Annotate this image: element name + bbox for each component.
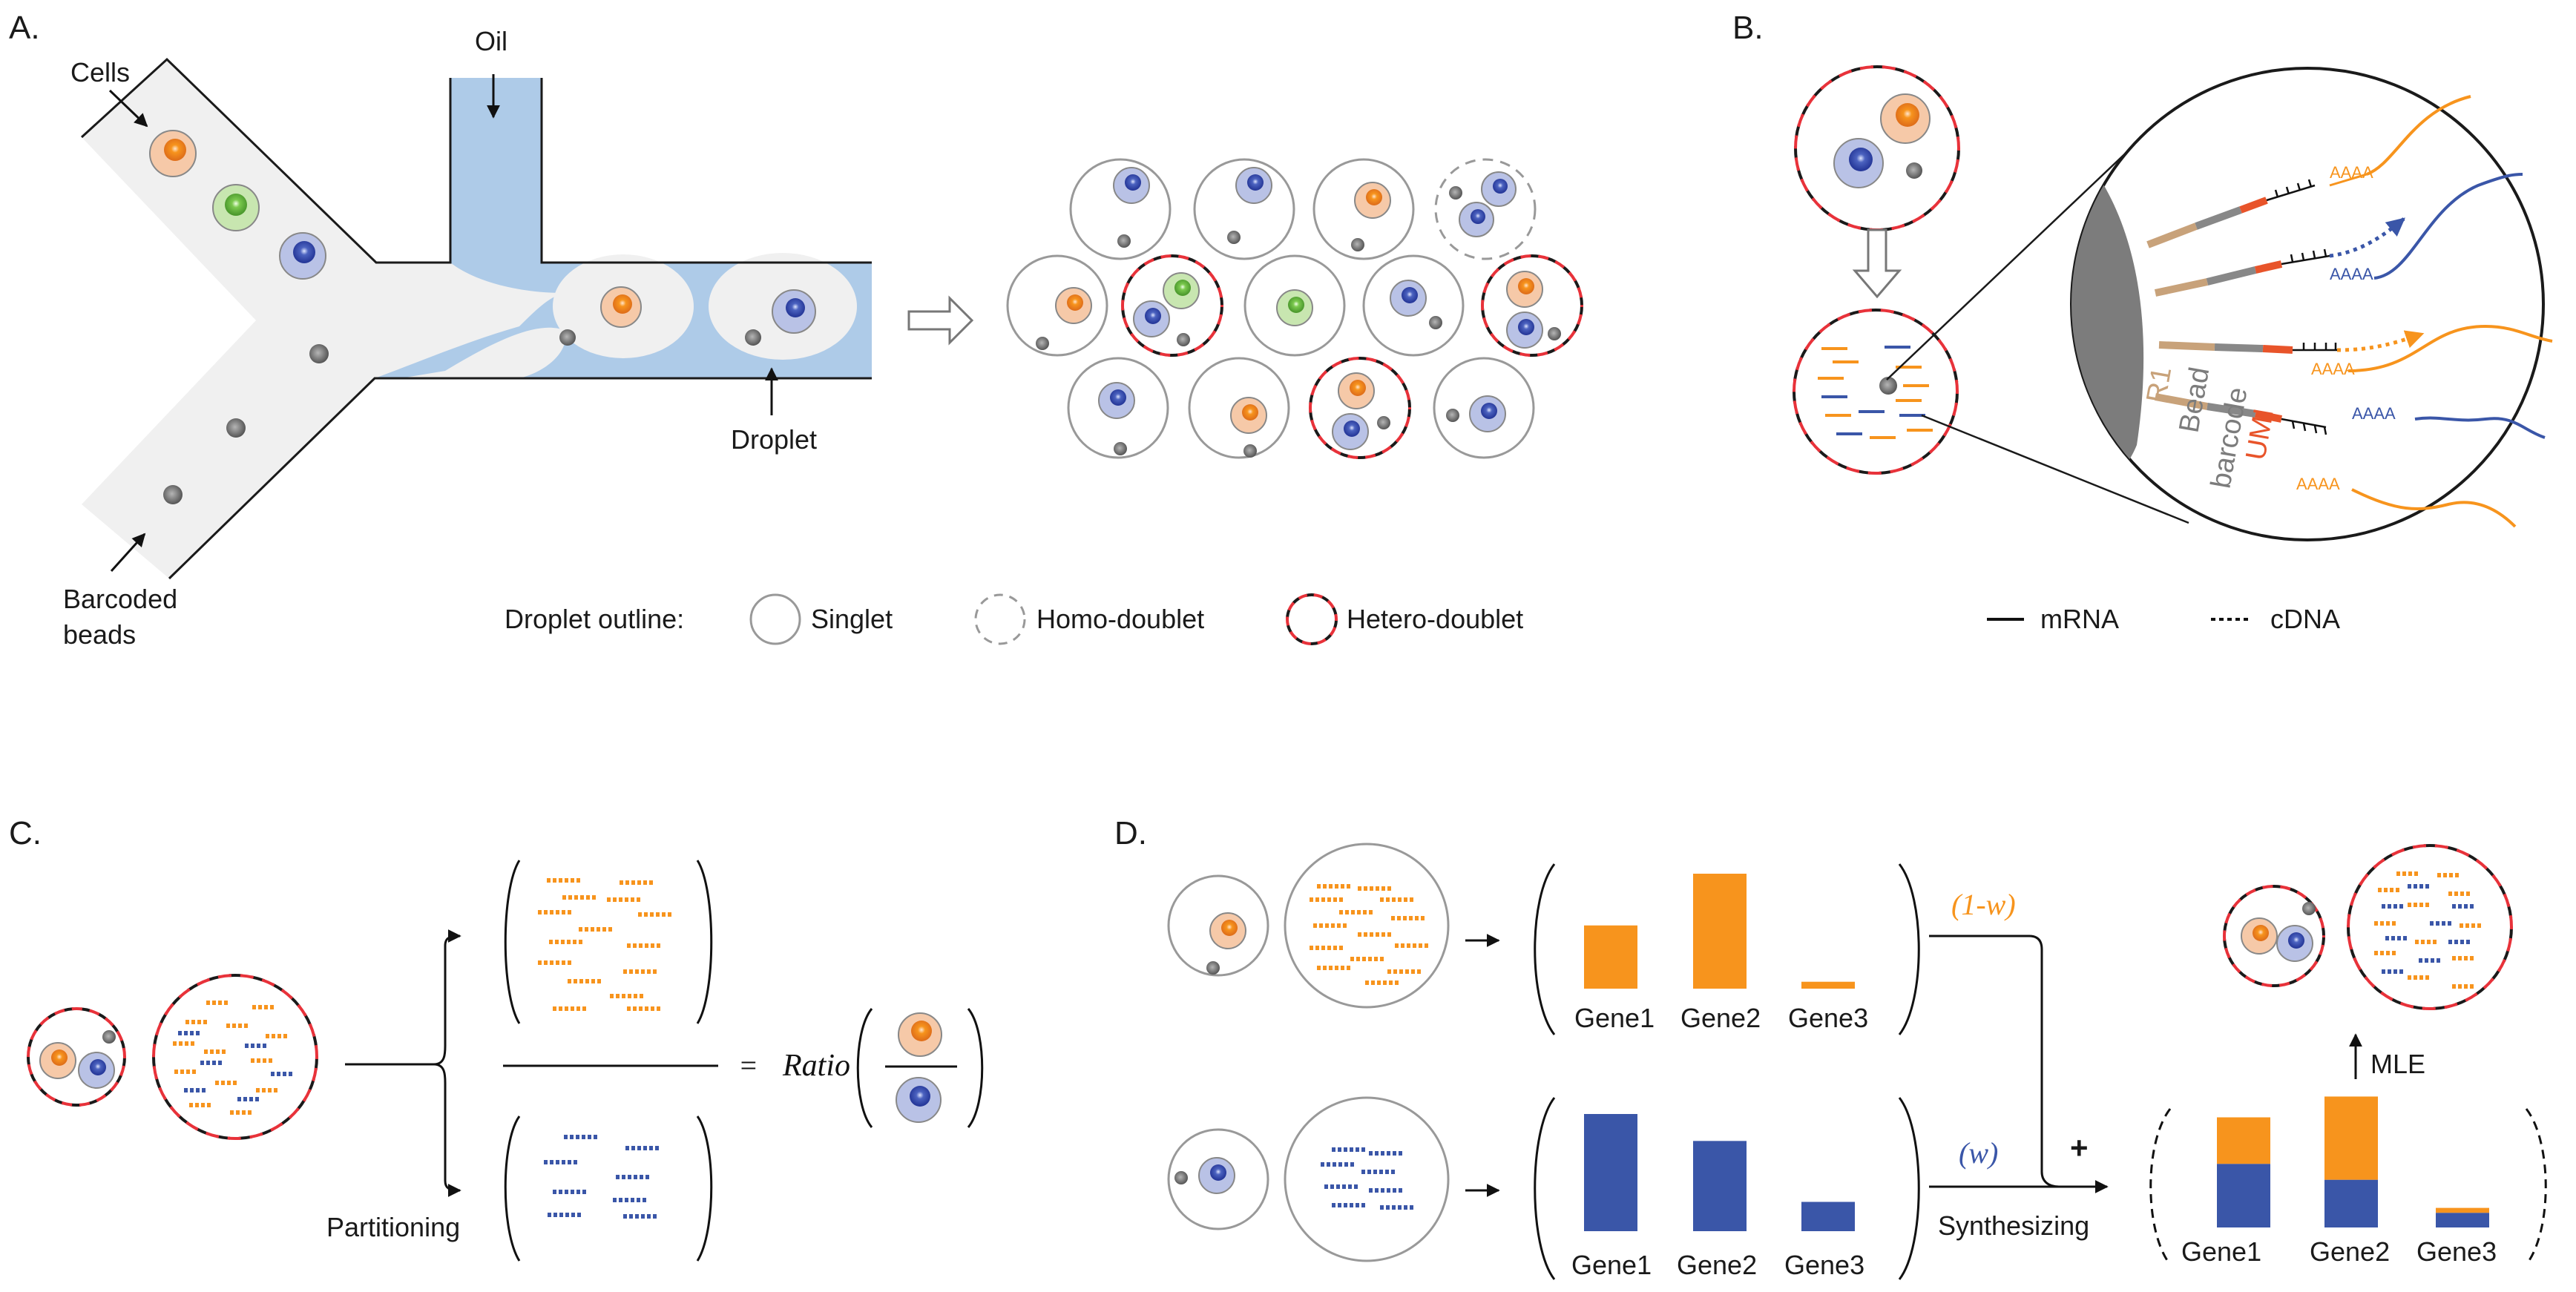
synthesizing-label: Synthesizing (1938, 1210, 2089, 1241)
orange-singlet-droplet (1167, 843, 1450, 1009)
gene1-label: Gene1 (1574, 1003, 1655, 1033)
bar-gene3-orange (2436, 1207, 2489, 1213)
plus-sign: + (2070, 1130, 2089, 1165)
droplet-label: Droplet (731, 424, 817, 455)
bar-gene3-blue (2436, 1213, 2489, 1227)
down-arrow-icon (1852, 228, 1902, 299)
orange-profile-chart (1534, 863, 1920, 1035)
homo-doublet-swatch (974, 593, 1026, 645)
hetero-doublet-small (27, 1007, 126, 1107)
droplet-with-cell (559, 286, 816, 346)
blue-gene-labels: Gene1 Gene2 Gene3 (1571, 1250, 1864, 1280)
singlet-swatch (749, 593, 801, 645)
bar-gene1-blue (2217, 1164, 2270, 1227)
panel-label-d: D. (1114, 815, 1147, 851)
panel-label-b: B. (1732, 10, 1764, 46)
blue-singlet-droplet (1167, 1096, 1450, 1262)
polya-label: AAAA (2352, 404, 2396, 423)
bead-icon (163, 344, 329, 504)
oil-label: Oil (475, 26, 507, 56)
bar-gene2 (1693, 1141, 1747, 1231)
bar-gene2-orange (2324, 1096, 2378, 1180)
microfluidic-chip (80, 57, 872, 580)
gene1-label: Gene1 (2181, 1236, 2261, 1267)
droplet-grid (1006, 158, 1583, 459)
inferred-doublet (2223, 844, 2513, 1010)
lysed-droplet (1793, 309, 1959, 475)
cdna-legend: cDNA (2270, 604, 2340, 634)
gene3-label: Gene3 (2416, 1236, 2497, 1267)
one-minus-w-label: (1-w) (1951, 888, 2016, 921)
cells-label: Cells (70, 57, 130, 88)
droplet-outline-legend: Droplet outline: Singlet Homo-doublet He… (505, 593, 1523, 645)
gene1-label: Gene1 (1571, 1250, 1652, 1280)
legend-title: Droplet outline: (505, 604, 684, 634)
gene2-label: Gene2 (2310, 1236, 2390, 1267)
legend-singlet: Singlet (811, 604, 893, 634)
zoomed-bead-schematic (2070, 67, 2553, 541)
hollow-arrow-icon (907, 295, 974, 346)
gene2-label: Gene2 (1680, 1003, 1761, 1033)
ratio-label: Ratio (782, 1049, 850, 1083)
ratio-cells (856, 1008, 984, 1128)
orange-transcripts-group (504, 860, 713, 1024)
panel-label-c: C. (9, 815, 42, 851)
blue-transcripts-group (504, 1115, 713, 1262)
gene3-label: Gene3 (1784, 1250, 1864, 1280)
beads-label-line1: Barcoded (63, 584, 177, 614)
w-label: (w) (1959, 1136, 1998, 1170)
hetero-doublet-droplet (1794, 65, 1960, 231)
polya-label: AAAA (2296, 475, 2340, 493)
blue-profile-chart (1534, 1097, 1920, 1280)
bar-gene2-blue (2324, 1179, 2378, 1227)
bar-gene3 (1801, 1202, 1855, 1231)
bar-gene1-orange (2217, 1117, 2270, 1164)
orange-gene-labels: Gene1 Gene2 Gene3 (1574, 1003, 1868, 1033)
panel-label-a: A. (9, 10, 40, 46)
mixed-transcripts-droplet (152, 974, 318, 1140)
equals-sign: = (738, 1049, 758, 1082)
legend-homo-doublet: Homo-doublet (1036, 604, 1204, 634)
mixed-gene-labels: Gene1 Gene2 Gene3 (2181, 1236, 2497, 1267)
polya-label: AAAA (2311, 360, 2355, 378)
polya-label: AAAA (2330, 265, 2373, 283)
orange-cell (149, 130, 197, 177)
blue-cell (279, 232, 326, 280)
mrna-legend: mRNA (2040, 604, 2119, 634)
gene2-label: Gene2 (1677, 1250, 1757, 1280)
beads-label-line2: beads (63, 619, 136, 650)
polya-label: AAAA (2330, 163, 2373, 182)
synthetic-doublet-chart (2149, 1096, 2547, 1265)
bar-gene3 (1801, 981, 1855, 989)
legend-hetero-doublet: Hetero-doublet (1347, 604, 1523, 634)
bar-gene1 (1584, 1114, 1637, 1231)
r1-label: R1 (2141, 364, 2178, 405)
gene3-label: Gene3 (1788, 1003, 1868, 1033)
bar-gene1 (1584, 925, 1637, 989)
mle-label: MLE (2370, 1049, 2425, 1079)
bar-gene2 (1693, 874, 1747, 989)
partitioning-label: Partitioning (326, 1212, 460, 1242)
green-cell (212, 184, 260, 231)
